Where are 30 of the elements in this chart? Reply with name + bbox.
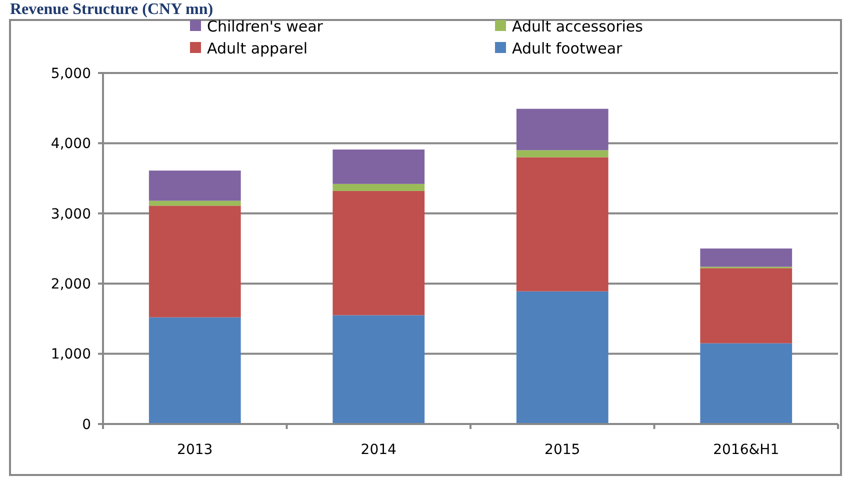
x-tick-label: 2016&H1 [713,442,780,458]
bar [516,108,608,150]
y-tick-label: 5,000 [50,66,91,82]
bar [148,206,241,318]
bar [516,157,608,292]
legend-label: Adult accessories [512,17,644,36]
x-tick-label: 2013 [177,442,213,458]
legend-label: Adult footwear [512,39,624,58]
y-tick-label: 0 [82,416,91,433]
y-tick-label: 3,000 [50,206,91,222]
x-tick-label: 2014 [360,442,397,458]
y-tick-label: 2,000 [50,276,91,292]
bar [332,184,425,191]
bar [332,190,425,316]
y-tick-label: 1,000 [50,346,91,363]
bar [148,317,241,424]
bar [700,343,792,424]
bar [700,268,792,344]
bar [148,200,241,206]
bar [332,150,425,184]
bar [700,248,792,267]
bar [516,150,608,158]
legend-label: Children's wear [207,17,324,36]
y-tick-label: 4,000 [50,136,91,152]
bar [332,315,425,424]
x-tick-label: 2015 [544,442,580,458]
bar [516,291,608,424]
legend-label: Adult apparel [207,39,308,58]
bar [148,170,241,201]
chart-title: Revenue Structure (CNY mn) [10,1,214,18]
